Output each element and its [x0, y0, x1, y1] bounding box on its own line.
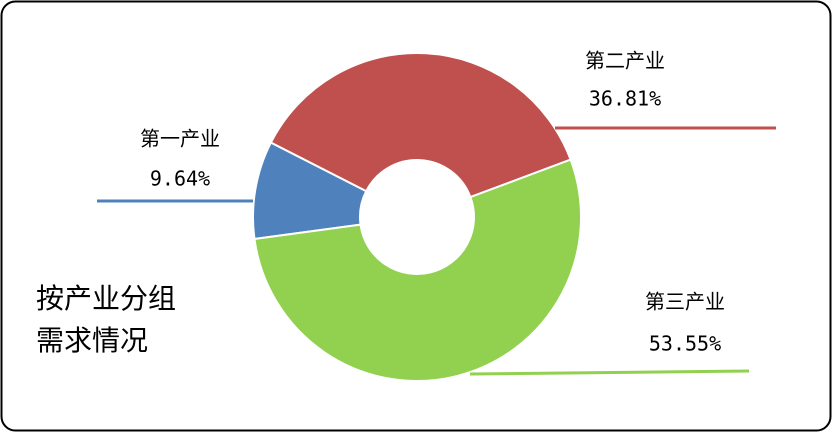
slice — [269, 52, 572, 199]
slice-label: 第三产业 — [645, 290, 725, 314]
slice — [253, 158, 582, 382]
slice-label: 第一产业 — [140, 127, 220, 151]
value-label: 36.81% — [589, 87, 661, 111]
chart-title: 按产业分组需求情况 — [36, 282, 177, 357]
leader-line — [469, 369, 750, 376]
slice-label: 第二产业 — [585, 49, 665, 73]
value-label: 9.64% — [150, 167, 210, 191]
value-label: 53.55% — [649, 332, 721, 356]
